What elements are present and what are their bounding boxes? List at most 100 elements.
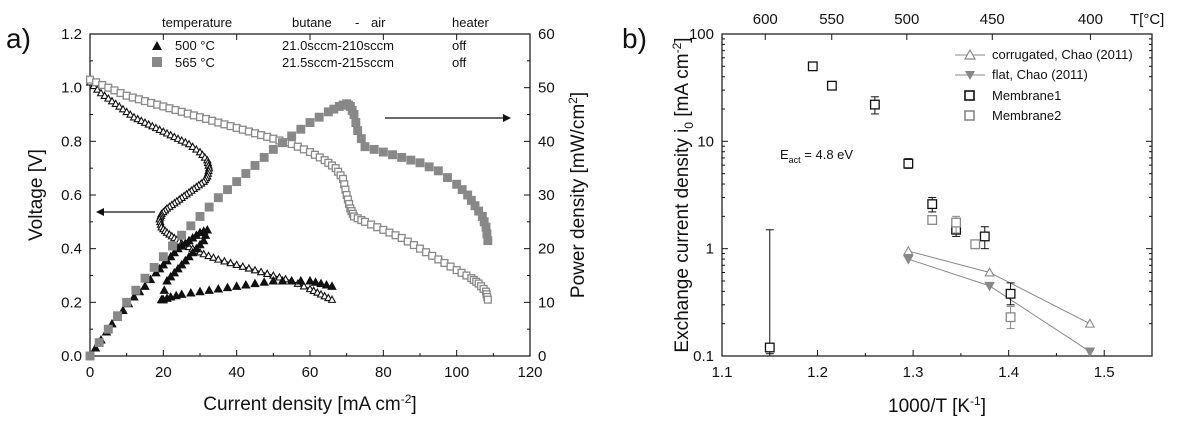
data-point [927,199,938,210]
legend-header-dash: - [355,15,359,30]
data-point [268,144,278,154]
series-corrugated-chao-2011- [903,245,1096,328]
data-point [351,118,361,127]
legend-row-500-flow: 21.0sccm-210sccm [282,38,394,53]
panel-a-legend: temperature butane - air heater 500 °C 2… [152,15,490,70]
legend-label-membrane1: Membrane1 [992,88,1061,103]
data-point [457,185,467,195]
panel-b-y-ticks: 0.1 1 10 100 [689,26,1152,365]
data-point [984,267,995,277]
data-point [314,112,324,122]
data-point [158,252,168,262]
series-flat-chao-2011- [903,255,1096,358]
data-point [903,255,914,265]
data-point [94,338,104,348]
legend-marker-corrugated [963,48,977,60]
series-voltage-500 [85,77,337,303]
data-point [424,162,434,172]
panel-a-x-ticks: 0 20 40 60 80 100 120 [86,34,543,381]
x-tick-label: 1.3 [903,364,924,381]
series-power-500 [85,224,337,360]
legend-label-flat: flat, Chao (2011) [992,67,1088,82]
data-point [122,297,132,307]
panel-b: b) 1.1 1.2 1.3 1.4 1.5 0.1 1 10 100 600 550 500 45… [622,11,1164,417]
panel-b-label: b) [622,23,647,54]
data-point [186,288,196,297]
data-point [360,142,370,152]
data-point [979,231,990,242]
data-point [299,281,309,290]
legend-marker-membrane2 [964,110,975,121]
data-point [169,247,180,257]
data-point [397,152,407,162]
data-point [140,281,150,290]
data-point [226,258,235,267]
data-point [111,99,121,108]
data-point [204,251,213,260]
data-point [125,109,135,118]
left-y-tick-label: 0.2 [61,294,82,311]
left-y-tick-label: 0.6 [61,187,82,204]
series-membrane2 [927,215,1016,330]
data-point [951,217,962,228]
x-tick-label: 80 [375,364,392,381]
data-point [165,251,176,261]
data-point [903,245,914,256]
data-point [250,161,260,170]
x-tick-label: 1.2 [807,364,828,381]
data-point [195,239,205,249]
data-point [231,281,242,290]
data-point [85,351,95,361]
data-point [241,279,251,289]
data-point [220,256,229,265]
data-point [213,193,223,203]
legend-header-temperature: temperature [162,15,232,30]
legend-label-membrane2: Membrane2 [992,108,1061,123]
x-tick-label: 1.5 [1094,364,1115,381]
legend-row-565-heater: off [452,55,467,70]
data-point [277,275,288,285]
data-point [199,249,209,258]
y-tick-label: 0.1 [693,348,714,365]
data-point [131,285,141,295]
data-point [244,263,254,272]
panel-a-right-y-axis-label: Power density [mW/cm2] [566,92,589,298]
data-point [209,253,218,261]
panel-a-right-y-ticks: 0 10 20 30 40 50 60 [524,26,555,365]
right-y-tick-label: 50 [538,80,555,97]
series-line [908,258,1091,352]
data-point [826,80,837,91]
data-point [238,262,248,270]
x-tick-label: 100 [444,364,469,381]
data-point [162,275,172,285]
data-point [158,259,169,269]
left-y-tick-label: 1.0 [61,80,82,97]
data-point [213,283,224,293]
data-point [807,61,818,72]
x-tick-label: 0 [86,364,94,381]
x-tick-label: 40 [228,364,245,381]
data-point [1005,312,1016,323]
data-point [180,255,191,265]
data-point [129,292,139,301]
panel-a: a) 0 20 40 60 80 100 120 0.00.20.40.60.81.01.2… [6,15,589,415]
data-point [186,221,196,231]
data-point [176,259,187,269]
data-point [168,241,177,251]
x-tick-label: 1.1 [712,364,733,381]
legend-marker-565 [152,57,162,67]
y-tick-label: 1 [706,241,714,258]
data-point [869,99,880,110]
data-point [103,93,113,102]
legend-header-butane: butane [292,15,332,30]
left-y-tick-label: 0.4 [61,241,82,258]
panel-a-x-axis-label: Current density [mA cm-2] [203,392,416,415]
data-point [195,286,205,296]
data-point [222,282,233,292]
data-point [1005,288,1016,299]
data-point [369,144,379,154]
data-point [321,279,332,289]
data-point [927,215,938,225]
left-y-tick-label: 0.0 [61,348,82,365]
